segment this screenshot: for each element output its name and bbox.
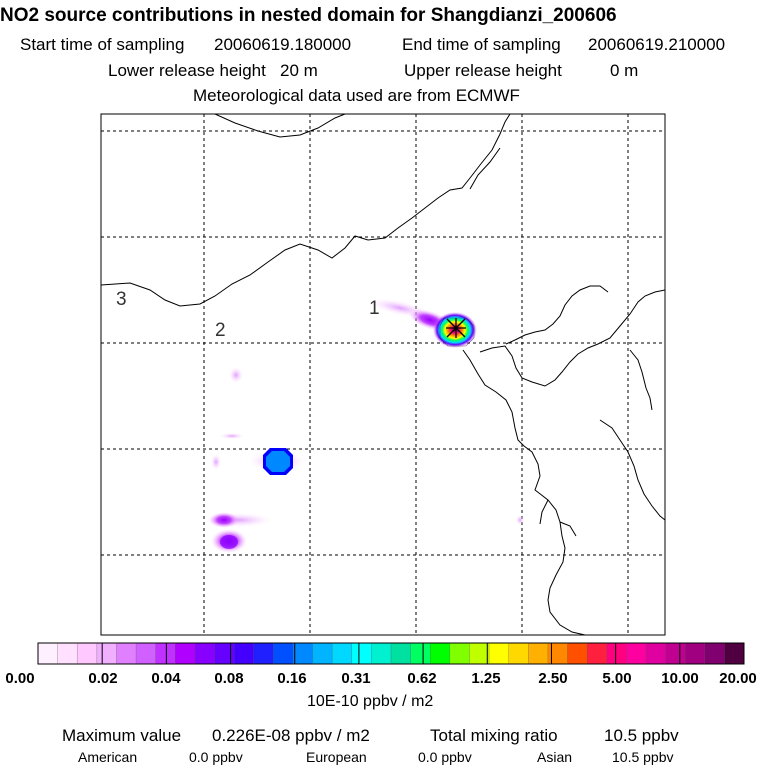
total-mixing-value: 10.5 ppbv xyxy=(604,726,679,745)
colorbar-ticks xyxy=(57,643,725,664)
colorbar-swatch xyxy=(547,643,568,664)
colorbar-swatch xyxy=(449,643,470,664)
colorbar-swatch xyxy=(194,643,215,664)
colorbar-swatch xyxy=(57,643,78,664)
asian-label: Asian xyxy=(537,749,573,765)
receptor-marker xyxy=(446,318,466,338)
total-mixing-label: Total mixing ratio xyxy=(430,726,558,745)
boundary-lines xyxy=(101,114,665,635)
european-value: 0.0 ppbv xyxy=(418,749,472,765)
american-value: 0.0 ppbv xyxy=(189,749,243,765)
colorbar-tick-label: 20.00 xyxy=(719,670,757,687)
colorbar-swatch xyxy=(155,643,176,664)
colorbar-swatch xyxy=(312,643,333,664)
region-label-3: 3 xyxy=(116,289,127,310)
colorbar-swatch xyxy=(292,643,313,664)
colorbar-tick-label: 0.02 xyxy=(88,670,118,687)
colorbar-tick-label: 10.00 xyxy=(661,670,699,687)
start-time-value: 20060619.180000 xyxy=(214,35,352,54)
colorbar-swatch xyxy=(273,643,294,664)
colorbar-swatch xyxy=(489,643,510,664)
colorbar-swatch xyxy=(116,643,137,664)
colorbar-swatch xyxy=(508,643,529,664)
colorbar-swatch xyxy=(430,643,451,664)
colorbar-swatch xyxy=(332,643,353,664)
met-data-line: Meteorological data used are from ECMWF xyxy=(193,86,520,105)
colorbar-units: 10E-10 ppbv / m2 xyxy=(307,693,434,710)
colorbar-swatch xyxy=(685,643,706,664)
colorbar-swatch xyxy=(410,643,431,664)
upper-release-value: 0 m xyxy=(610,61,639,80)
colorbar-swatch xyxy=(567,643,588,664)
start-time-label: Start time of sampling xyxy=(20,35,185,54)
colorbar-swatch xyxy=(234,643,255,664)
american-label: American xyxy=(78,749,138,765)
colorbar-tick-label: 2.50 xyxy=(538,670,568,687)
grid-lines xyxy=(101,114,665,635)
plot-title: NO2 source contributions in nested domai… xyxy=(0,5,617,26)
colorbar-swatch xyxy=(214,643,235,664)
lower-release-value: 20 m xyxy=(280,61,318,80)
region-label-2: 2 xyxy=(215,320,226,341)
region-label-1: 1 xyxy=(369,298,380,319)
colorbar-swatch xyxy=(175,643,196,664)
colorbar-swatch xyxy=(253,643,274,664)
colorbar-swatch xyxy=(665,643,686,664)
colorbar-swatch xyxy=(96,643,117,664)
max-value: 0.226E-08 ppbv / m2 xyxy=(212,726,370,745)
colorbar-swatch xyxy=(136,643,157,664)
colorbar-swatch xyxy=(645,643,666,664)
end-time-label: End time of sampling xyxy=(402,35,561,54)
colorbar-swatch xyxy=(704,643,725,664)
colorbar-swatch xyxy=(724,643,745,664)
colorbar-tick-label: 5.00 xyxy=(602,670,632,687)
map-frame xyxy=(100,113,666,636)
colorbar-swatch xyxy=(626,643,647,664)
european-label: European xyxy=(306,749,367,765)
colorbar-tick-label: 0.08 xyxy=(214,670,244,687)
end-time-value: 20060619.210000 xyxy=(588,35,726,54)
lower-release-label: Lower release height xyxy=(108,61,266,80)
colorbar-tick-label: 0.16 xyxy=(277,670,307,687)
colorbar-swatch xyxy=(587,643,608,664)
colorbar-swatch xyxy=(391,643,412,664)
colorbar-swatch xyxy=(77,643,98,664)
colorbar-swatch xyxy=(469,643,490,664)
colorbar-tick-label: 0.31 xyxy=(341,670,371,687)
asian-value: 10.5 ppbv xyxy=(612,749,674,765)
colorbar-tick-label: 1.25 xyxy=(471,670,501,687)
colorbar-tick-label: 0.00 xyxy=(5,670,35,687)
colorbar-tick-label: 0.62 xyxy=(407,670,437,687)
colorbar-swatch xyxy=(606,643,627,664)
colorbar xyxy=(38,643,745,664)
colorbar-swatch xyxy=(528,643,549,664)
colorbar-swatch xyxy=(371,643,392,664)
upper-release-label: Upper release height xyxy=(404,61,562,80)
colorbar-tick-label: 0.04 xyxy=(151,670,181,687)
max-value-label: Maximum value xyxy=(62,726,182,745)
colorbar-swatch xyxy=(38,643,59,664)
concentration-plumes xyxy=(204,298,524,553)
colorbar-swatch xyxy=(351,643,372,664)
